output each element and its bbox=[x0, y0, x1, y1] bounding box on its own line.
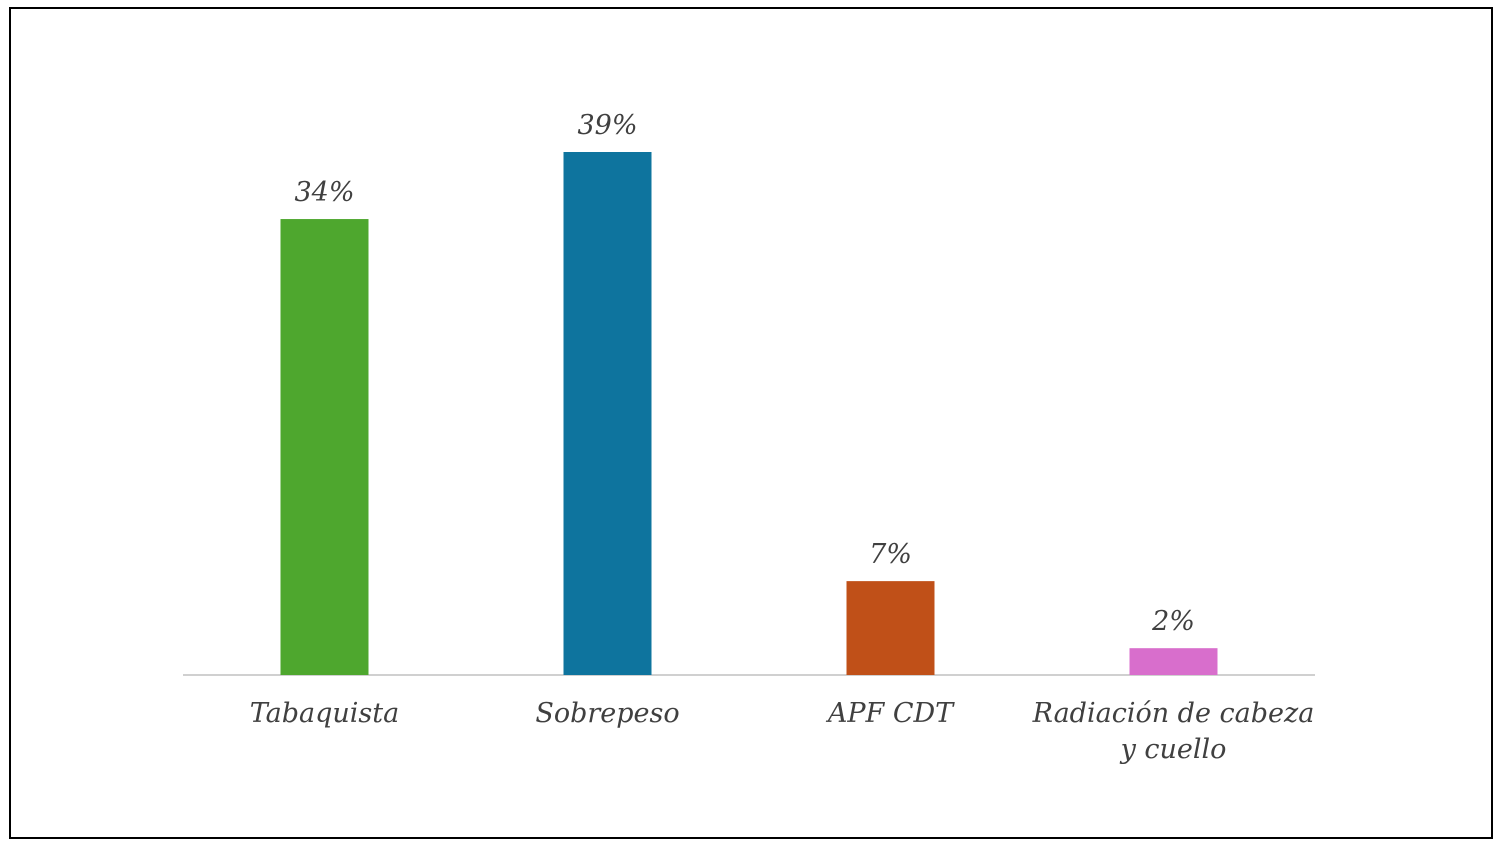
x-tick-label: Tabaquista bbox=[249, 698, 400, 729]
bar bbox=[846, 581, 935, 675]
bar bbox=[280, 219, 369, 676]
x-tick-label: Radiación de cabeza y cuello bbox=[1032, 698, 1315, 765]
data-label: 7% bbox=[869, 539, 912, 570]
bar bbox=[1129, 648, 1218, 675]
data-label: 2% bbox=[1151, 606, 1195, 637]
bar bbox=[563, 152, 652, 675]
x-tick-label: Sobrepeso bbox=[535, 698, 680, 729]
x-tick-label: APF CDT bbox=[827, 698, 954, 729]
data-label: 34% bbox=[294, 177, 354, 208]
data-label: 39% bbox=[577, 110, 637, 141]
frame bbox=[9, 7, 1493, 839]
